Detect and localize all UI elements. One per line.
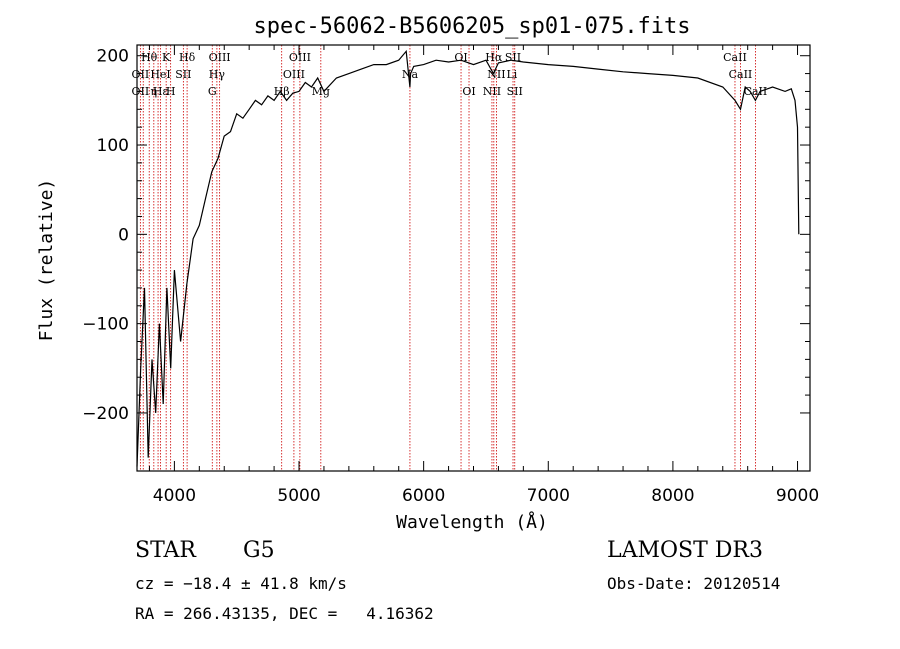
line-label: Hδ bbox=[179, 51, 196, 64]
redshift-text: cz = −18.4 ± 41.8 km/s bbox=[135, 574, 347, 593]
y-tick-label: −200 bbox=[82, 404, 129, 424]
line-label: Hβ bbox=[274, 85, 290, 98]
line-label: SII bbox=[505, 51, 521, 64]
y-axis-label: Flux (relative) bbox=[36, 179, 57, 342]
line-label: η bbox=[151, 85, 158, 98]
line-label: H bbox=[166, 85, 176, 98]
line-label: OIII bbox=[289, 51, 311, 64]
coordinates: RA = 266.43135, DEC = 4.16362 bbox=[135, 604, 434, 623]
line-label: Mg bbox=[312, 85, 330, 98]
line-label: OIII bbox=[209, 51, 231, 64]
line-label: Hε bbox=[153, 85, 169, 98]
obs-date: Obs-Date: 20120514 bbox=[607, 574, 781, 593]
line-label: SII bbox=[507, 85, 523, 98]
x-tick-label: 8000 bbox=[651, 486, 694, 506]
line-label: CaII bbox=[744, 85, 768, 98]
line-label: CaII bbox=[723, 51, 747, 64]
spectrum-line bbox=[136, 49, 800, 467]
y-tick-label: 200 bbox=[97, 47, 129, 67]
x-tick-label: 5000 bbox=[277, 486, 320, 506]
line-label: NII bbox=[487, 68, 505, 81]
object-class: STAR bbox=[135, 538, 196, 563]
x-axis: 4000 5000 6000 7000 8000 9000 bbox=[148, 45, 819, 506]
y-tick-label: −100 bbox=[82, 315, 129, 335]
line-label: Hθ bbox=[141, 51, 158, 64]
x-tick-label: 4000 bbox=[153, 486, 196, 506]
x-tick-label: 7000 bbox=[527, 486, 570, 506]
plot-frame bbox=[136, 44, 811, 472]
line-label: NII bbox=[483, 85, 501, 98]
line-label: OI bbox=[462, 85, 475, 98]
line-label: HeI bbox=[150, 68, 170, 81]
x-axis-label: Wavelength (Å) bbox=[396, 511, 548, 533]
y-tick-label: 0 bbox=[118, 225, 129, 245]
line-label: Hγ bbox=[209, 68, 226, 81]
x-tick-label: 9000 bbox=[776, 486, 819, 506]
line-label: Li bbox=[506, 68, 517, 81]
y-tick-label: 100 bbox=[97, 136, 129, 156]
y-axis: −200 −100 0 100 200 bbox=[82, 47, 810, 424]
object-subclass: G5 bbox=[243, 538, 275, 563]
survey-name: LAMOST DR3 bbox=[607, 538, 763, 563]
line-label: K bbox=[162, 51, 171, 64]
line-label: OII bbox=[132, 68, 150, 81]
line-label: SII bbox=[175, 68, 191, 81]
line-label: CaII bbox=[729, 68, 753, 81]
line-label: OIII bbox=[283, 68, 305, 81]
x-tick-label: 6000 bbox=[402, 486, 445, 506]
chart-title: spec-56062-B5606205_sp01-075.fits bbox=[253, 14, 690, 39]
emission-lines bbox=[139, 45, 756, 471]
line-label: G bbox=[208, 85, 217, 98]
line-label: Hα bbox=[485, 51, 503, 64]
